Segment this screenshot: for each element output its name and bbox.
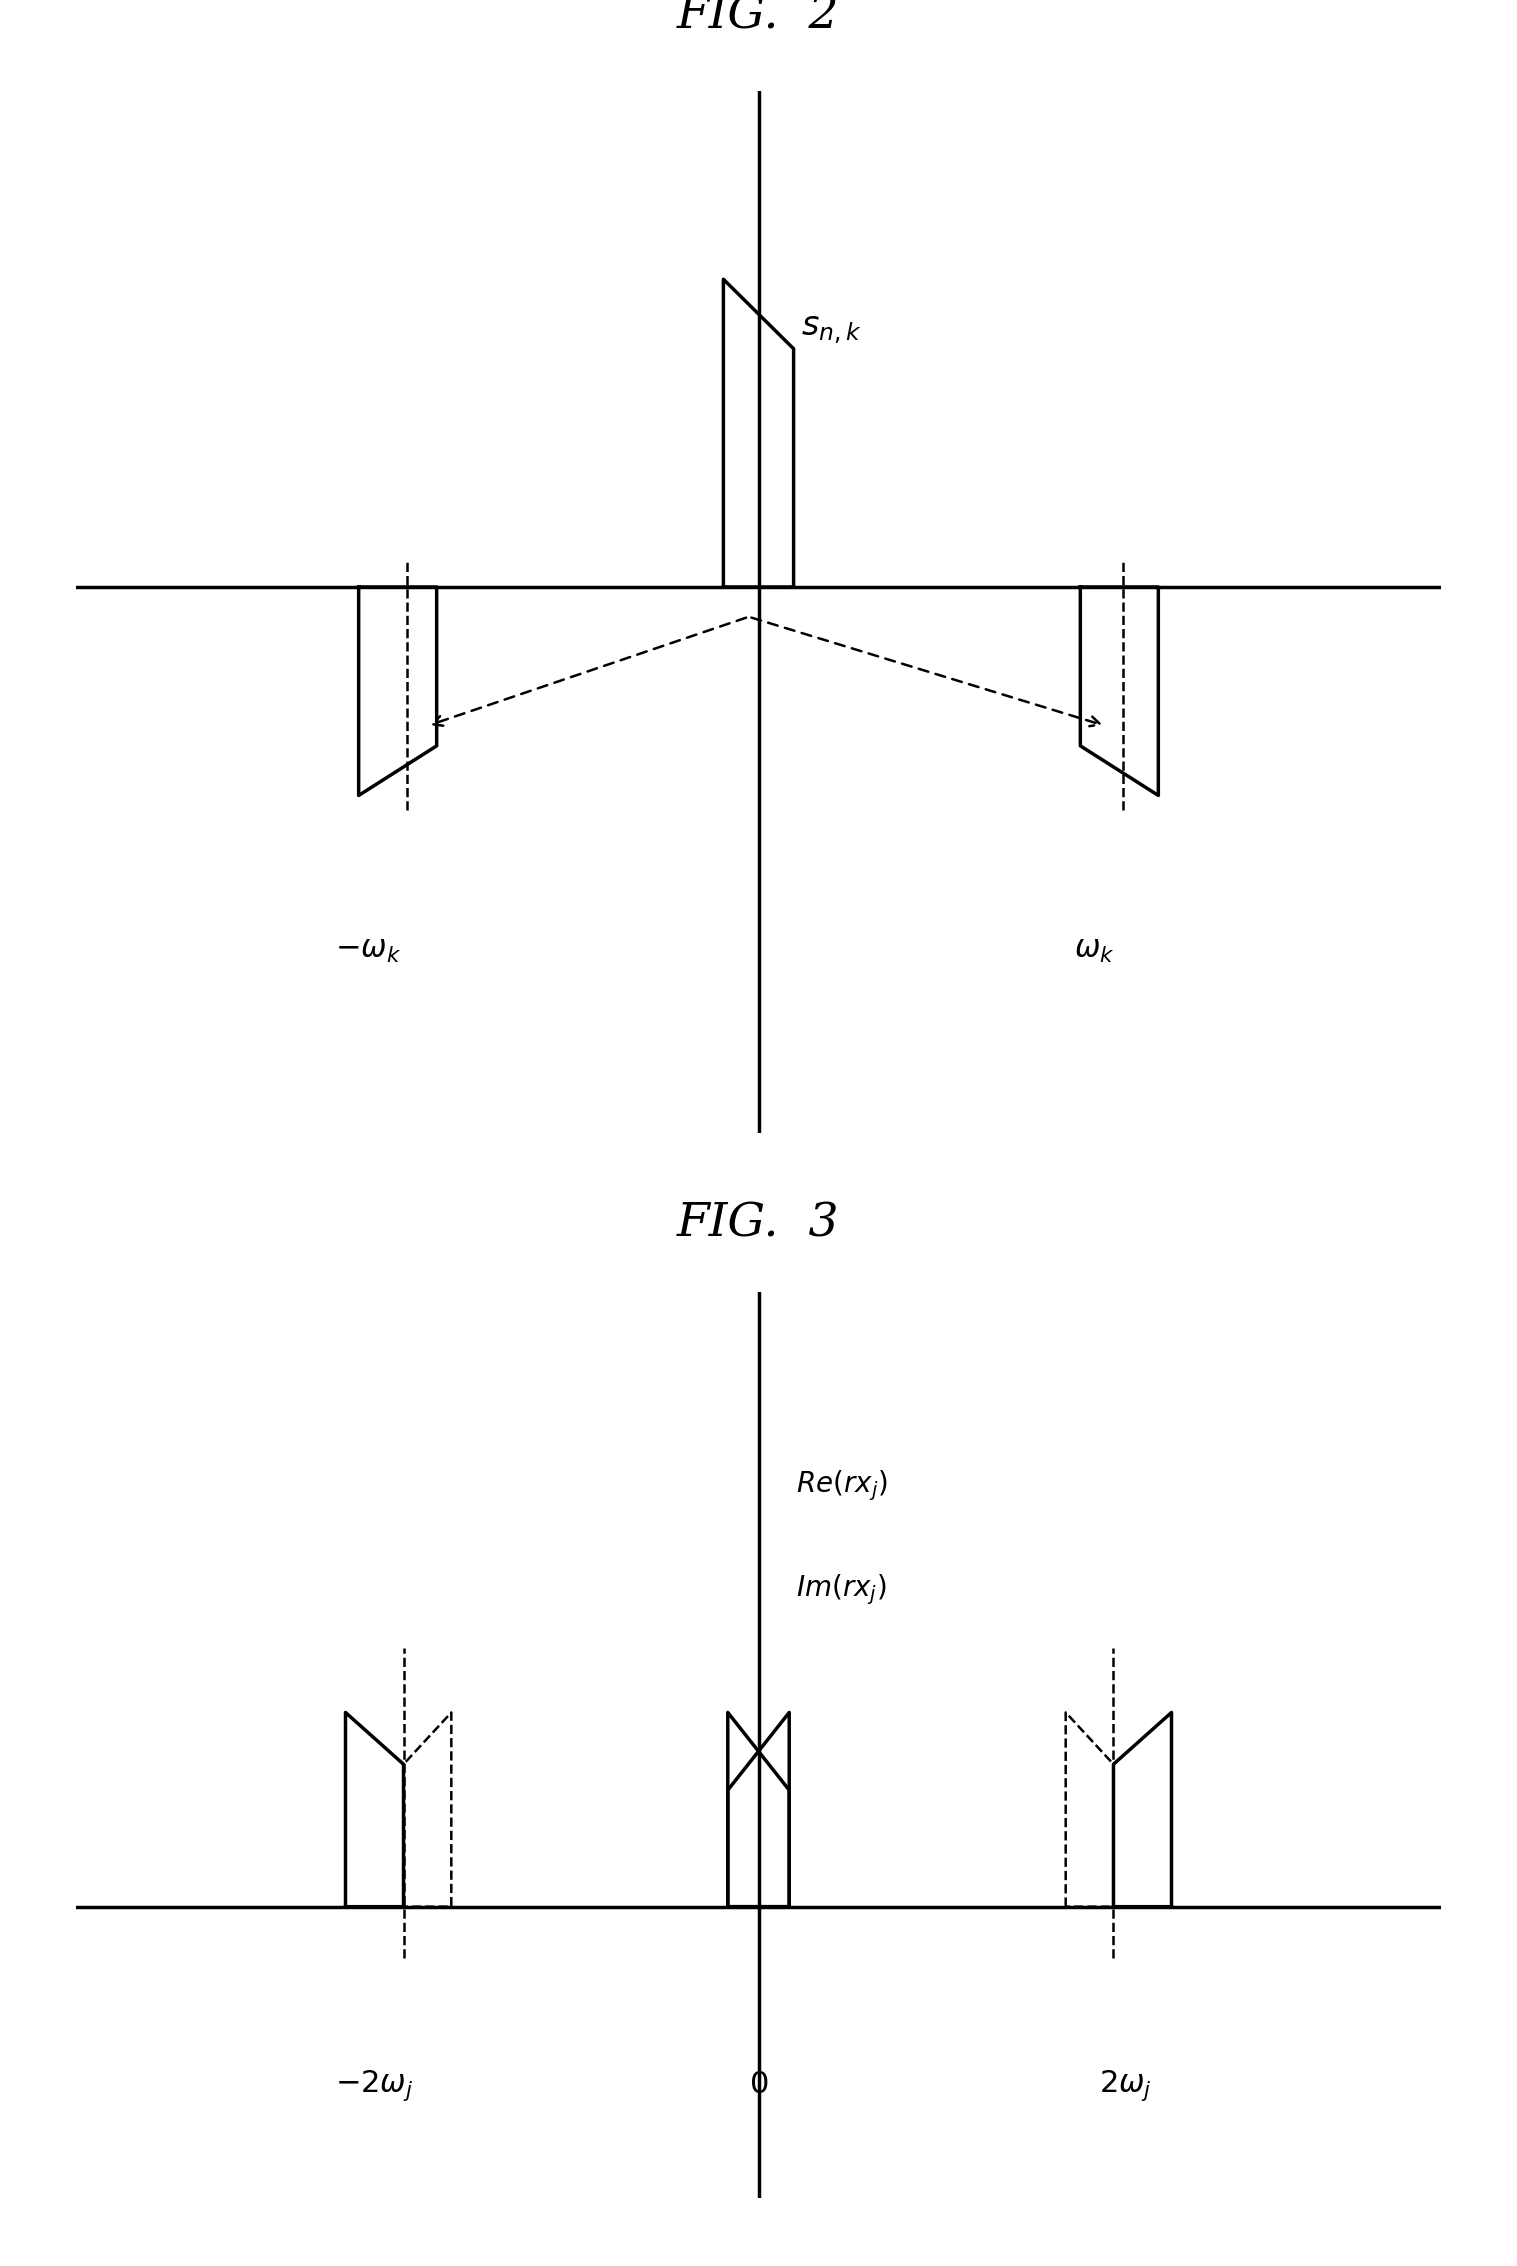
Text: FIG.  2: FIG. 2 xyxy=(677,0,840,39)
Text: $2\omega_j$: $2\omega_j$ xyxy=(1098,2069,1151,2103)
Text: $s_{n,k}$: $s_{n,k}$ xyxy=(801,315,862,347)
Text: FIG.  3: FIG. 3 xyxy=(677,1201,840,1246)
Text: $\omega_k$: $\omega_k$ xyxy=(1074,934,1115,965)
Text: $-\omega_k$: $-\omega_k$ xyxy=(335,934,402,965)
Text: $Re(rx_j)$: $Re(rx_j)$ xyxy=(796,1468,887,1502)
Text: $0$: $0$ xyxy=(749,2069,768,2101)
Text: $-2\omega_j$: $-2\omega_j$ xyxy=(335,2069,414,2103)
Text: $Im(rx_j)$: $Im(rx_j)$ xyxy=(796,1573,886,1607)
